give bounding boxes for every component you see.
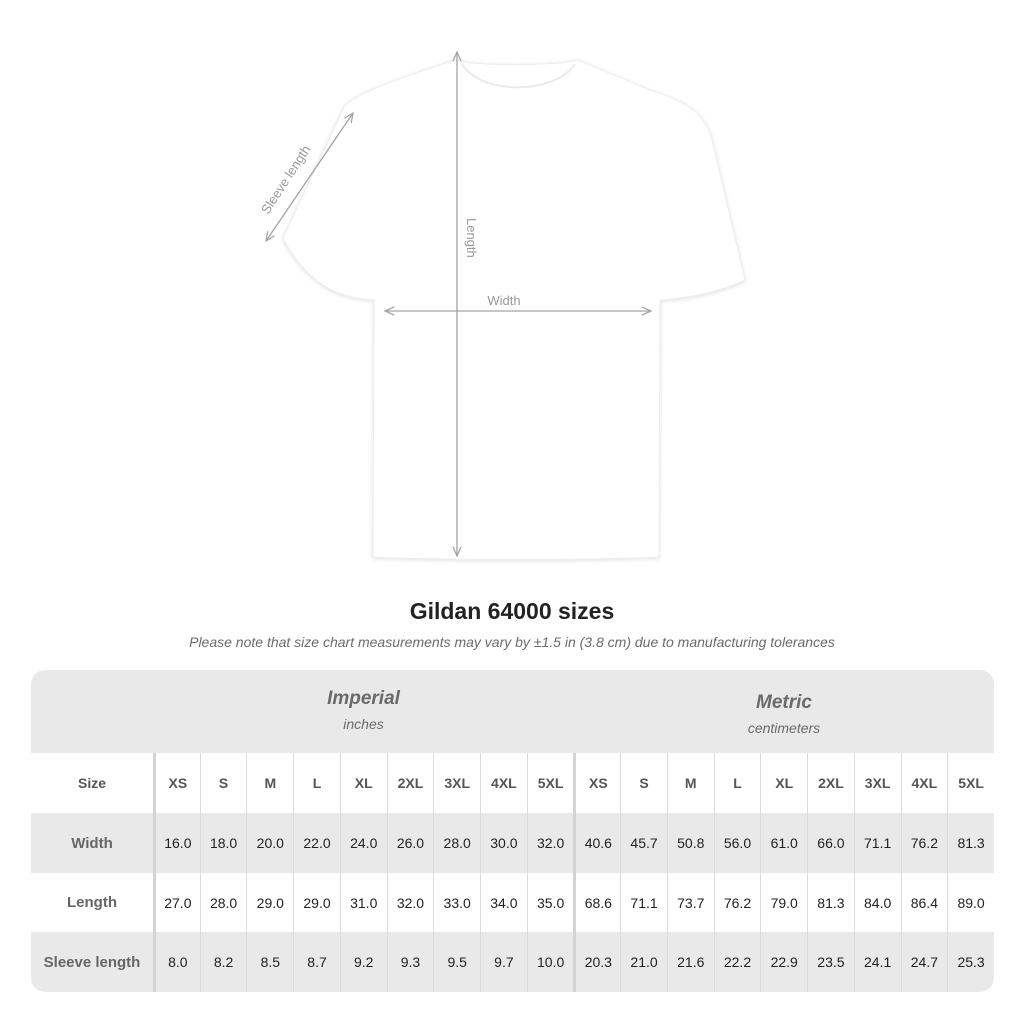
metric-value: 22.2: [713, 932, 761, 992]
size-header-metric: M: [666, 753, 714, 813]
imperial-unit: inches: [343, 716, 384, 732]
metric-value: 84.0: [853, 873, 901, 932]
size-header-imperial: 3XL: [433, 753, 480, 813]
tolerance-note: Please note that size chart measurements…: [189, 634, 835, 650]
imperial-value: 28.0: [199, 873, 247, 932]
imperial-value: 20.0: [246, 813, 293, 873]
imperial-value: 33.0: [433, 873, 480, 932]
metric-header: Metric centimeters: [574, 692, 994, 736]
size-header-metric: XS: [573, 753, 620, 813]
size-header-metric: XL: [760, 753, 807, 813]
imperial-value: 32.0: [526, 813, 574, 873]
metric-value: 61.0: [760, 813, 807, 873]
metric-value: 24.1: [853, 932, 901, 992]
metric-value: 40.6: [573, 813, 620, 873]
imperial-value: 9.2: [339, 932, 387, 992]
imperial-value: 9.7: [480, 932, 527, 992]
tshirt-shape: [282, 59, 746, 560]
imperial-value: 29.0: [293, 873, 340, 932]
imperial-value: 8.0: [153, 932, 200, 992]
metric-value: 25.3: [947, 932, 994, 992]
size-header-imperial: 2XL: [386, 753, 434, 813]
size-header-metric: S: [620, 753, 667, 813]
size-label: Size: [77, 775, 106, 791]
metric-value: 86.4: [900, 873, 948, 932]
metric-title: Metric: [756, 692, 812, 713]
imperial-value: 26.0: [386, 813, 434, 873]
imperial-value: 32.0: [386, 873, 434, 932]
metric-value: 79.0: [760, 873, 807, 932]
metric-value: 24.7: [900, 932, 948, 992]
size-header-metric: L: [713, 753, 761, 813]
metric-value: 50.8: [666, 813, 714, 873]
tshirt-diagram: Length Width Sleeve length: [258, 0, 746, 560]
metric-value: 66.0: [807, 813, 854, 873]
metric-value: 81.3: [947, 813, 994, 873]
size-header-imperial: L: [293, 753, 340, 813]
imperial-value: 8.5: [246, 932, 293, 992]
table-row: Length 27.0 28.0 29.0 29.0 31.0 32.0 33.0 34.0 35…: [31, 873, 994, 932]
metric-value: 71.1: [620, 873, 667, 932]
size-header-metric: 2XL: [807, 753, 854, 813]
metric-value: 76.2: [713, 873, 761, 932]
imperial-value: 16.0: [153, 813, 200, 873]
size-header-metric: 3XL: [853, 753, 901, 813]
row-label: Length: [67, 894, 117, 911]
sleeve-arrow: [266, 113, 353, 241]
size-header-imperial: 4XL: [480, 753, 527, 813]
size-header-row: Size XS S M L XL 2XL 3XL 4XL 5XL XS S M L XL 2XL 3XL 4XL 5…: [31, 753, 994, 813]
imperial-value: 22.0: [293, 813, 340, 873]
metric-value: 73.7: [666, 873, 714, 932]
size-header-imperial: M: [246, 753, 293, 813]
imperial-value: 30.0: [480, 813, 527, 873]
size-header-imperial: 5XL: [526, 753, 574, 813]
metric-value: 89.0: [947, 873, 994, 932]
size-header-imperial: XL: [339, 753, 387, 813]
size-header-imperial: XS: [153, 753, 200, 813]
row-label: Sleeve length: [43, 953, 141, 971]
metric-value: 68.6: [573, 873, 620, 932]
imperial-value: 24.0: [339, 813, 387, 873]
size-table: Imperial inches Metric centimeters Size X…: [31, 670, 994, 992]
imperial-value: 8.7: [293, 932, 340, 992]
imperial-value: 18.0: [199, 813, 247, 873]
metric-value: 81.3: [807, 873, 854, 932]
imperial-value: 28.0: [433, 813, 480, 873]
imperial-value: 10.0: [526, 932, 574, 992]
imperial-value: 34.0: [480, 873, 527, 932]
unit-header: Imperial inches Metric centimeters: [31, 670, 994, 753]
page-title: Gildan 64000 sizes: [409, 598, 615, 624]
imperial-value: 9.5: [433, 932, 480, 992]
imperial-value: 29.0: [246, 873, 293, 932]
imperial-value: 27.0: [153, 873, 200, 932]
imperial-value: 31.0: [339, 873, 387, 932]
metric-value: 45.7: [620, 813, 667, 873]
length-label: Length: [464, 218, 479, 258]
size-header-metric: 5XL: [947, 753, 994, 813]
metric-value: 56.0: [713, 813, 761, 873]
imperial-value: 9.3: [386, 932, 434, 992]
metric-unit: centimeters: [747, 720, 821, 736]
row-label: Width: [71, 834, 113, 852]
imperial-header: Imperial inches: [153, 688, 574, 732]
size-header-metric: 4XL: [900, 753, 948, 813]
metric-value: 76.2: [900, 813, 948, 873]
width-label: Width: [487, 293, 520, 308]
metric-value: 22.9: [760, 932, 807, 992]
table-row: Sleeve length 8.0 8.2 8.5 8.7 9.2 9.3 9.5 9.7 10.…: [31, 932, 994, 992]
imperial-value: 35.0: [526, 873, 574, 932]
metric-value: 20.3: [573, 932, 620, 992]
metric-value: 71.1: [853, 813, 901, 873]
imperial-title: Imperial: [327, 688, 400, 709]
metric-value: 21.0: [620, 932, 667, 992]
size-header-imperial: S: [199, 753, 247, 813]
table-row: Width 16.0 18.0 20.0 22.0 24.0 26.0 28.0 30.0 32.…: [31, 813, 994, 873]
metric-value: 21.6: [666, 932, 714, 992]
metric-value: 23.5: [807, 932, 854, 992]
imperial-value: 8.2: [199, 932, 247, 992]
